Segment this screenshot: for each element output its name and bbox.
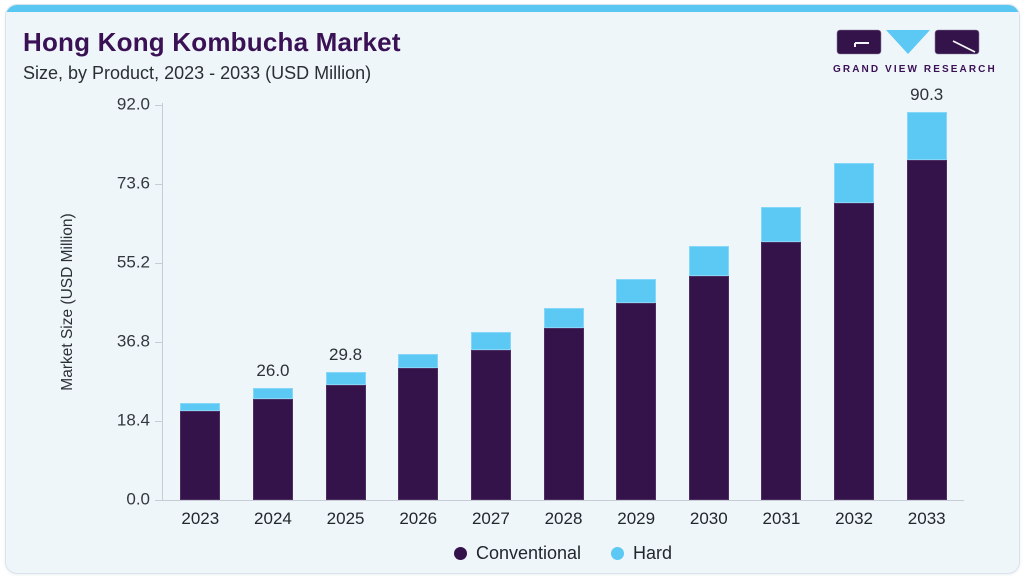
y-tick-label: 18.4 — [116, 410, 150, 430]
page-subtitle: Size, by Product, 2023 - 2033 (USD Milli… — [23, 63, 372, 83]
bar-segment-hard-2026 — [398, 353, 439, 369]
y-tick-label: 55.2 — [116, 252, 150, 272]
gvr-logo-text: GRAND VIEW RESEARCH — [833, 64, 997, 75]
legend-label-hard: Hard — [633, 543, 673, 563]
legend-dot-conventional — [453, 547, 467, 560]
bar-segment-hard-2032 — [834, 162, 875, 204]
stacked-bar-2026 — [398, 353, 439, 500]
bar-segment-hard-2031 — [761, 207, 802, 243]
stacked-bar-2023 — [180, 402, 221, 500]
bar-slot-2023: 2023 — [164, 105, 237, 528]
bar-slot-2032: 2032 — [818, 105, 891, 528]
bar-segment-conventional-2030 — [688, 275, 729, 500]
y-tick-label: 92.0 — [116, 94, 150, 114]
chart-header: Hong Kong Kombucha Market Size, by Produ… — [23, 27, 999, 84]
bar-segment-hard-2025 — [325, 372, 366, 385]
bar-segment-conventional-2033 — [906, 159, 947, 500]
gvr-logo-icon — [836, 29, 980, 55]
chart-legend: Conventional Hard — [162, 543, 964, 564]
bar-slot-2033: 90.3 2033 — [890, 85, 963, 528]
stacked-bar-2028 — [543, 307, 584, 500]
data-label-2033: 90.3 — [910, 85, 944, 105]
x-label-2029: 2029 — [617, 509, 656, 528]
legend-dot-hard — [611, 547, 625, 560]
x-label-2028: 2028 — [544, 509, 583, 528]
legend-label-conventional: Conventional — [475, 543, 582, 563]
card-top-accent-bar — [6, 5, 1019, 12]
y-tick-mark — [155, 500, 162, 501]
bar-segment-hard-2028 — [543, 307, 584, 328]
bar-slot-2028: 2028 — [527, 105, 600, 528]
bar-segment-hard-2030 — [688, 245, 729, 276]
legend-item-conventional: Conventional — [453, 543, 582, 564]
y-tick-mark — [155, 105, 162, 106]
stacked-bar-2031 — [761, 207, 802, 500]
page-title: Hong Kong Kombucha Market — [23, 27, 401, 57]
x-label-2032: 2032 — [835, 509, 873, 528]
y-tick-mark — [155, 263, 162, 264]
data-label-2025: 29.8 — [329, 345, 363, 365]
x-label-2031: 2031 — [762, 509, 801, 528]
bar-slot-2029: 2029 — [600, 105, 673, 528]
bar-slot-2024: 26.0 2024 — [237, 105, 310, 528]
bar-segment-conventional-2027 — [470, 349, 511, 500]
legend-item-hard: Hard — [611, 543, 672, 564]
data-label-2024: 26.0 — [256, 361, 290, 381]
y-tick-mark — [155, 342, 162, 343]
bar-segment-conventional-2031 — [761, 242, 802, 500]
bar-slot-2030: 2030 — [672, 105, 745, 528]
stacked-bar-2032 — [834, 162, 875, 500]
y-tick-mark — [155, 184, 162, 185]
bar-segment-conventional-2025 — [325, 384, 366, 500]
grand-view-research-logo: GRAND VIEW RESEARCH — [833, 29, 997, 75]
stacked-bar-2029 — [616, 278, 657, 500]
x-label-2024: 2024 — [254, 509, 292, 528]
y-axis-title: Market Size (USD Million) — [59, 213, 76, 391]
bar-segment-hard-2027 — [470, 332, 511, 350]
bar-segment-hard-2029 — [616, 278, 657, 304]
bar-segment-conventional-2023 — [180, 411, 221, 500]
x-label-2027: 2027 — [471, 509, 510, 528]
bar-segment-conventional-2032 — [834, 203, 875, 500]
stacked-bar-2024 — [252, 388, 293, 500]
bar-slot-2025: 29.8 2025 — [309, 105, 382, 528]
stacked-bar-2025 — [325, 372, 366, 500]
y-tick-label: 0.0 — [126, 489, 150, 509]
bar-segment-conventional-2024 — [252, 399, 293, 500]
y-tick-label: 36.8 — [116, 331, 150, 351]
bar-segment-hard-2023 — [180, 402, 221, 412]
bar-segment-conventional-2029 — [616, 303, 657, 500]
bar-slot-2026: 2026 — [382, 105, 455, 528]
bar-segment-hard-2024 — [252, 388, 293, 400]
bar-slot-2031: 2031 — [745, 105, 818, 528]
y-tick-label: 73.6 — [116, 173, 150, 193]
bars-area: 2023 26.0 2024 29.8 2025 2026 2027 2028 2029 2030… — [164, 85, 963, 528]
bar-segment-hard-2033 — [906, 112, 947, 160]
stacked-bar-2030 — [688, 245, 729, 500]
x-label-2023: 2023 — [181, 509, 220, 528]
x-label-2025: 2025 — [326, 509, 365, 528]
bar-segment-conventional-2026 — [398, 368, 439, 500]
bar-slot-2027: 2027 — [455, 105, 528, 528]
x-axis-line — [162, 500, 964, 501]
stacked-bar-2027 — [470, 332, 511, 500]
x-label-2030: 2030 — [689, 509, 728, 528]
x-label-2026: 2026 — [399, 509, 438, 528]
stacked-bar-2033 — [906, 112, 947, 500]
chart-card: Hong Kong Kombucha Market Size, by Produ… — [5, 4, 1020, 574]
y-axis-line — [162, 103, 163, 501]
y-tick-mark — [155, 421, 162, 422]
bar-segment-conventional-2028 — [543, 327, 584, 500]
x-label-2033: 2033 — [907, 509, 946, 528]
stacked-bar-chart: Market Size (USD Million) 0.0 18.4 36.8 55.… — [6, 5, 1019, 573]
